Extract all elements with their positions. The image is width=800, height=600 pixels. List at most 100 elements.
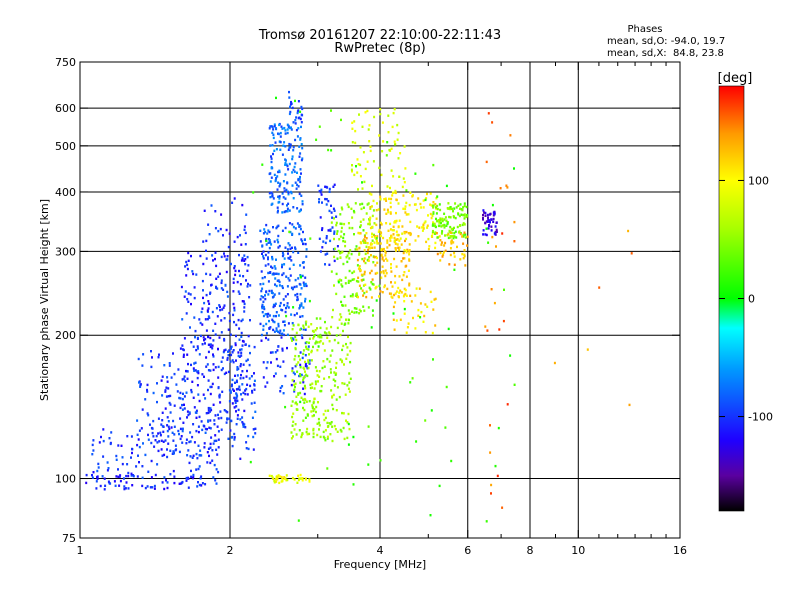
data-point xyxy=(312,345,314,349)
data-point xyxy=(277,246,280,249)
data-point xyxy=(277,322,280,326)
data-point xyxy=(205,365,208,368)
data-point xyxy=(209,336,212,340)
data-point xyxy=(299,381,302,384)
data-point xyxy=(302,328,305,331)
data-point xyxy=(209,292,211,295)
data-point xyxy=(487,218,490,222)
data-point xyxy=(223,252,225,255)
data-point xyxy=(630,252,633,255)
data-point xyxy=(456,225,459,229)
data-point xyxy=(238,327,241,330)
chart-title: Tromsø 20161207 22:10:00-22:11:43 xyxy=(258,28,501,43)
data-point xyxy=(390,236,393,239)
data-point xyxy=(173,481,176,485)
data-point xyxy=(358,265,361,268)
data-point xyxy=(397,225,400,228)
data-point xyxy=(380,223,383,226)
data-point xyxy=(178,482,181,485)
data-point xyxy=(91,476,94,479)
data-point xyxy=(422,199,425,202)
data-point xyxy=(267,293,270,296)
data-point xyxy=(402,251,405,255)
data-point xyxy=(114,484,117,487)
data-point xyxy=(205,329,208,332)
data-point xyxy=(224,348,227,351)
data-point xyxy=(339,222,342,225)
data-point xyxy=(253,372,255,375)
data-point xyxy=(484,233,487,236)
data-point xyxy=(347,422,350,426)
data-point xyxy=(442,251,445,254)
data-point xyxy=(335,398,338,401)
data-point xyxy=(301,240,304,243)
data-point xyxy=(282,272,285,275)
data-point xyxy=(227,245,230,249)
data-point xyxy=(284,132,287,135)
data-point xyxy=(351,226,354,230)
data-point xyxy=(265,237,268,241)
data-point xyxy=(276,476,279,479)
data-point xyxy=(284,405,287,409)
data-point xyxy=(157,432,160,435)
data-point xyxy=(482,216,484,220)
data-point xyxy=(153,445,156,448)
data-point xyxy=(363,309,366,312)
data-point xyxy=(224,283,227,287)
data-point xyxy=(402,274,405,277)
data-point xyxy=(328,376,331,379)
data-point xyxy=(403,181,406,184)
data-point xyxy=(242,422,245,425)
data-point xyxy=(190,390,193,394)
data-point xyxy=(299,225,302,228)
data-point xyxy=(494,225,497,228)
data-point xyxy=(205,293,208,297)
data-point xyxy=(304,362,307,366)
data-point xyxy=(373,235,376,238)
data-point xyxy=(152,435,155,438)
data-point xyxy=(405,230,408,234)
data-point xyxy=(399,318,402,321)
data-point xyxy=(408,231,411,235)
data-point xyxy=(482,218,484,221)
data-point xyxy=(295,128,298,132)
data-point xyxy=(307,359,310,362)
data-point xyxy=(238,388,241,391)
data-point xyxy=(398,275,401,278)
data-point xyxy=(181,408,184,411)
data-point xyxy=(197,481,199,484)
data-point xyxy=(167,420,170,423)
data-point xyxy=(300,304,303,307)
data-point xyxy=(220,279,223,282)
data-point xyxy=(308,359,311,362)
data-point xyxy=(401,278,404,282)
data-point xyxy=(362,218,365,221)
data-point xyxy=(306,374,309,378)
data-point xyxy=(211,347,214,350)
data-point xyxy=(432,212,435,215)
data-point xyxy=(262,305,265,309)
data-point xyxy=(319,435,322,439)
data-point xyxy=(363,270,366,274)
data-point xyxy=(319,339,322,343)
data-point xyxy=(299,138,302,141)
data-point xyxy=(326,421,329,425)
data-point xyxy=(398,246,401,249)
data-point xyxy=(273,481,276,484)
data-point xyxy=(357,163,360,166)
data-point xyxy=(292,412,295,415)
data-point xyxy=(317,401,319,404)
data-point xyxy=(393,239,396,242)
data-point xyxy=(489,424,491,427)
data-point xyxy=(415,440,418,443)
data-point xyxy=(397,131,400,135)
data-point xyxy=(235,423,238,426)
data-point xyxy=(320,193,323,196)
data-point xyxy=(294,278,297,282)
data-point xyxy=(368,286,371,289)
data-point xyxy=(379,234,382,238)
data-point xyxy=(233,396,236,400)
data-point xyxy=(268,230,271,234)
data-point xyxy=(244,258,247,261)
data-point xyxy=(454,202,457,205)
